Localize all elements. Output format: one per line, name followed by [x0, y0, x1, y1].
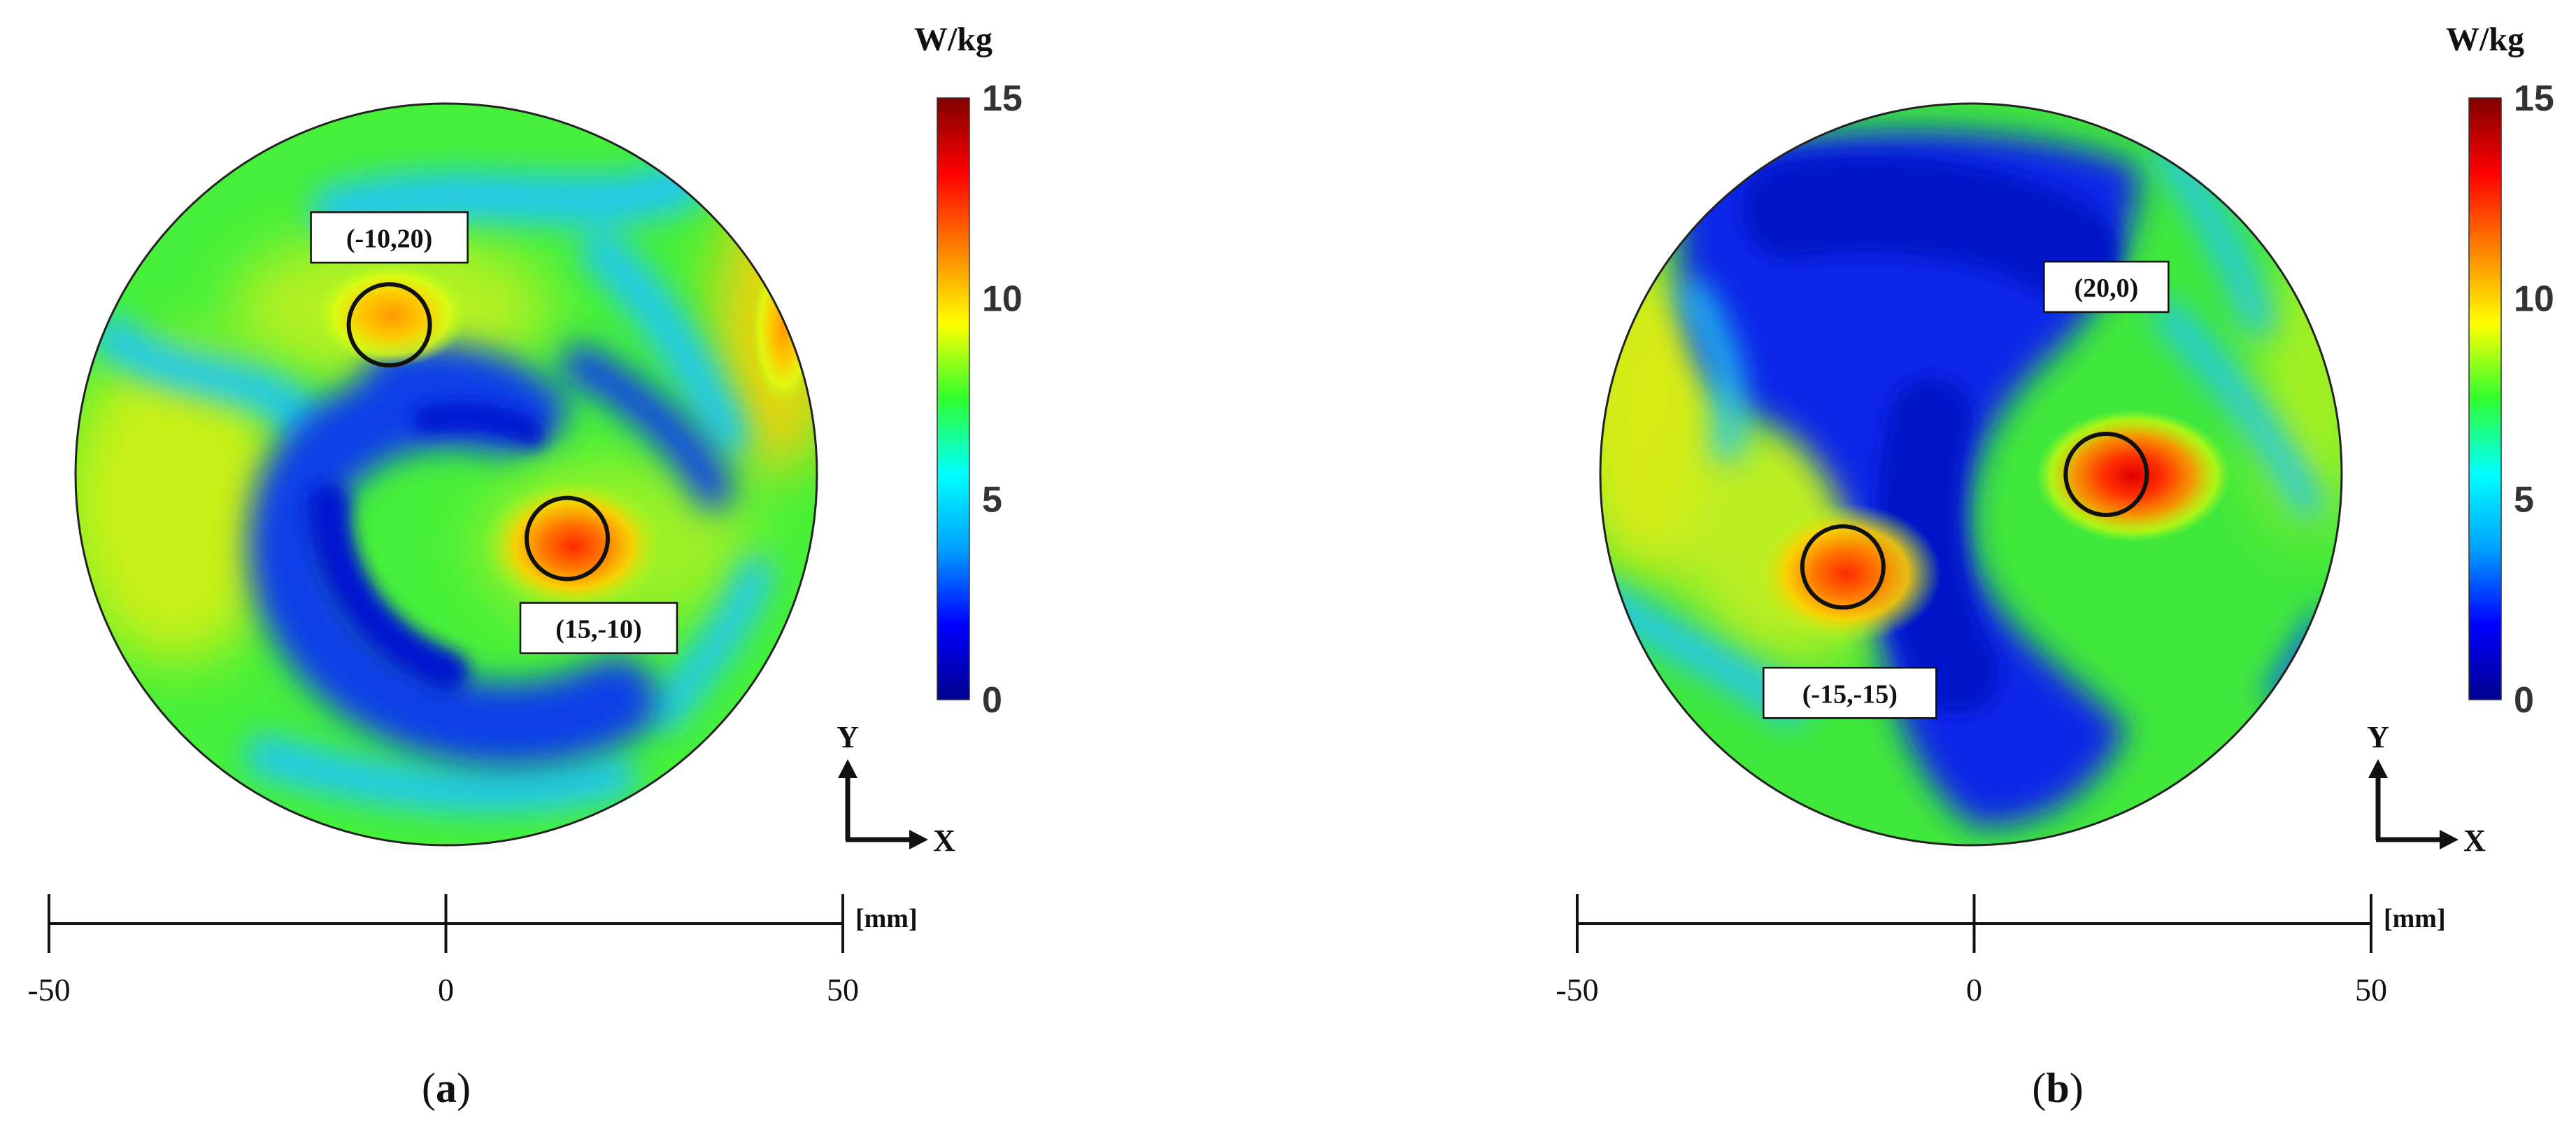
panel-a-hotspots: (-10,20) (15,-10) — [310, 211, 678, 654]
panel-a-field — [76, 104, 817, 845]
scale-bar-unit: [mm] — [2384, 904, 2446, 933]
scale-bar-b: -50 0 50 [mm] — [1556, 894, 2446, 1008]
colorbar-tick-label: 0 — [2514, 680, 2534, 721]
y-axis-label: Y — [2367, 720, 2389, 754]
hotspot-label: (-10,20) — [346, 224, 432, 253]
hotspot-marker — [346, 282, 432, 368]
scale-bar-tick-label: -50 — [27, 972, 70, 1008]
colorbar-b: W/kg 15 10 5 0 — [2446, 21, 2554, 721]
panel-b-hotspots: (20,0) (-15,-15) — [1763, 260, 2170, 719]
panel-label-b: (b) — [2032, 1065, 2083, 1111]
y-axis-arrow-head — [2368, 759, 2388, 778]
scale-bar-a: -50 0 50 [mm] — [27, 894, 918, 1008]
scale-bar-tick-label: 50 — [2355, 972, 2387, 1008]
panel-b: (20,0) (-15,-15) — [1599, 102, 2343, 847]
colorbar-ramp — [2468, 97, 2502, 700]
colorbar-tick-label: 5 — [982, 479, 1002, 520]
colorbar-tick-label: 10 — [982, 279, 1023, 320]
scale-bar-unit: [mm] — [855, 904, 918, 933]
panel-b-phantom-outline — [1599, 102, 2343, 847]
hotspot-label: (15,-10) — [555, 615, 641, 644]
scale-bar-tick-label: 0 — [438, 972, 454, 1008]
scale-bar-tick-label: 0 — [1966, 972, 1982, 1008]
hotspot-label-box — [1763, 667, 1937, 719]
colorbar-tick-label: 5 — [2514, 479, 2534, 520]
colorbar-unit: W/kg — [2446, 21, 2524, 58]
x-axis-arrow-head — [2440, 830, 2458, 849]
hotspot-label-box — [310, 211, 469, 264]
hotspot-label: (-15,-15) — [1802, 679, 1898, 709]
hotspot-label-box — [519, 602, 678, 654]
panel-a: (-10,20) (15,-10) — [74, 102, 818, 847]
x-axis-arrow-head — [909, 830, 928, 849]
scale-bar-tick-label: 50 — [827, 972, 859, 1008]
hotspot-marker — [1800, 524, 1886, 610]
colorbar-ramp — [937, 97, 970, 700]
hotspot-marker — [2063, 432, 2149, 517]
panel-b-field — [1600, 104, 2342, 845]
axis-arrows-b: YX — [2367, 720, 2486, 858]
x-axis-label: X — [933, 824, 955, 858]
panel-a-phantom-outline — [74, 102, 818, 847]
colorbar-tick-label: 15 — [982, 78, 1023, 119]
colorbar-tick-label: 10 — [2514, 279, 2554, 320]
hotspot-label: (20,0) — [2074, 274, 2138, 303]
axis-arrows-a: YX — [837, 720, 955, 858]
hotspot-marker — [524, 495, 610, 581]
colorbar-unit: W/kg — [914, 21, 992, 58]
scale-bar-tick-label: -50 — [1556, 972, 1598, 1008]
hotspot-label-box — [2043, 260, 2170, 313]
x-axis-label: X — [2463, 824, 2486, 858]
colorbar-tick-label: 0 — [982, 680, 1002, 721]
colorbar-tick-label: 15 — [2514, 78, 2554, 119]
colorbar-a: W/kg 15 10 5 0 — [914, 21, 1023, 721]
y-axis-arrow-head — [838, 759, 858, 778]
y-axis-label: Y — [837, 720, 859, 754]
panel-label-a: (a) — [422, 1065, 471, 1111]
